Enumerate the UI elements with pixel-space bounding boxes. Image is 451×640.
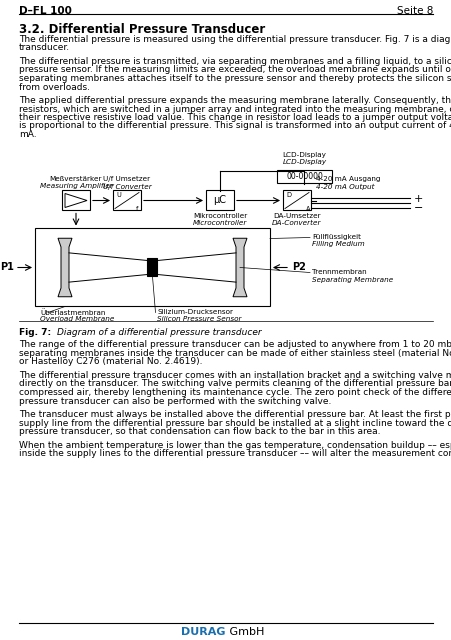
Text: The differential pressure is transmitted, via separating membranes and a filling: The differential pressure is transmitted… — [19, 57, 451, 66]
Text: transducer.: transducer. — [19, 44, 70, 52]
Text: Mikrocontroller: Mikrocontroller — [193, 214, 247, 220]
Text: separating membranes attaches itself to the pressure sensor and thereby protects: separating membranes attaches itself to … — [19, 74, 451, 83]
Text: The differential pressure transducer comes with an installation bracket and a sw: The differential pressure transducer com… — [19, 371, 451, 380]
Polygon shape — [58, 238, 72, 297]
Text: Fig. 7:: Fig. 7: — [19, 328, 51, 337]
Text: Microcontroller: Microcontroller — [193, 220, 247, 226]
Text: Measuring Amplifier: Measuring Amplifier — [40, 184, 112, 189]
Text: Separating Membrane: Separating Membrane — [311, 276, 392, 283]
Text: U/f Umsetzer: U/f Umsetzer — [103, 177, 150, 182]
Text: 3.2. Differential Pressure Transducer: 3.2. Differential Pressure Transducer — [19, 23, 265, 36]
Text: separating membranes inside the transducer can be made of either stainless steel: separating membranes inside the transduc… — [19, 349, 451, 358]
Text: their respective resistive load value. This change in resistor load leads to a j: their respective resistive load value. T… — [19, 113, 451, 122]
Text: D–FL 100: D–FL 100 — [19, 6, 72, 16]
Text: 00-00000: 00-00000 — [285, 173, 322, 182]
Text: Überlastmembran: Überlastmembran — [40, 310, 105, 316]
Text: mA.: mA. — [19, 130, 37, 139]
Text: 4-20 mA Output: 4-20 mA Output — [315, 184, 374, 189]
Polygon shape — [232, 238, 246, 297]
Bar — [147, 259, 157, 276]
Text: Silicon Pressure Sensor: Silicon Pressure Sensor — [157, 317, 241, 323]
Text: resistors, which are switched in a jumper array and integrated into the measurin: resistors, which are switched in a jumpe… — [19, 104, 451, 113]
Text: DA-Converter: DA-Converter — [272, 220, 321, 226]
Text: pressure sensor. If the measuring limits are exceeded, the overload membrane exp: pressure sensor. If the measuring limits… — [19, 65, 451, 74]
Text: The range of the differential pressure transducer can be adjusted to anywhere fr: The range of the differential pressure t… — [19, 340, 451, 349]
Bar — [62, 191, 90, 211]
Text: Meßverstärker: Meßverstärker — [50, 177, 102, 182]
Text: compressed air, thereby lengthening its maintenance cycle. The zero point check : compressed air, thereby lengthening its … — [19, 388, 451, 397]
Text: pressure transducer can also be performed with the switching valve.: pressure transducer can also be performe… — [19, 397, 331, 406]
Text: Trennmembran: Trennmembran — [311, 269, 366, 275]
Bar — [206, 191, 234, 211]
Text: GmbH: GmbH — [226, 627, 264, 637]
Text: D: D — [285, 193, 290, 198]
Text: Overload Membrane: Overload Membrane — [40, 317, 114, 323]
Text: μC: μC — [213, 195, 226, 205]
Text: When the ambient temperature is lower than the gas temperature, condensation bui: When the ambient temperature is lower th… — [19, 440, 451, 449]
Text: is proportional to the differential pressure. This signal is transformed into an: is proportional to the differential pres… — [19, 122, 451, 131]
Bar — [35, 228, 269, 307]
Text: The applied differential pressure expands the measuring membrane laterally. Cons: The applied differential pressure expand… — [19, 96, 451, 105]
Text: pressure transducer, so that condensation can flow back to the bar in this area.: pressure transducer, so that condensatio… — [19, 427, 380, 436]
Text: inside the supply lines to the differential pressure transducer –– will alter th: inside the supply lines to the different… — [19, 449, 451, 458]
Text: LCD-Display: LCD-Display — [282, 159, 326, 165]
Bar — [113, 191, 141, 211]
Text: The transducer must always be installed above the differential pressure bar. At : The transducer must always be installed … — [19, 410, 451, 419]
Text: Füllflüssigkeit: Füllflüssigkeit — [311, 234, 360, 241]
Text: Filling Medium: Filling Medium — [311, 241, 364, 248]
Text: P1: P1 — [0, 262, 14, 273]
Polygon shape — [65, 193, 87, 207]
Text: LCD-Display: LCD-Display — [282, 152, 326, 159]
Bar — [282, 191, 310, 211]
Text: or Hastelloy C276 (material No. 2.4619).: or Hastelloy C276 (material No. 2.4619). — [19, 358, 202, 367]
Text: The differential pressure is measured using the differential pressure transducer: The differential pressure is measured us… — [19, 35, 451, 44]
Text: Diagram of a differential pressure transducer: Diagram of a differential pressure trans… — [57, 328, 261, 337]
Text: −: − — [413, 204, 423, 214]
Text: DA-Umsetzer: DA-Umsetzer — [272, 214, 320, 220]
Text: U/f Converter: U/f Converter — [102, 184, 151, 189]
Text: directly on the transducer. The switching valve permits cleaning of the differen: directly on the transducer. The switchin… — [19, 380, 451, 388]
Text: U: U — [116, 193, 120, 198]
Text: DURAG: DURAG — [181, 627, 226, 637]
Text: Silizium-Drucksensor: Silizium-Drucksensor — [157, 310, 233, 316]
Text: f: f — [136, 207, 138, 212]
Text: supply line from the differential pressure bar should be installed at a slight i: supply line from the differential pressu… — [19, 419, 451, 428]
Text: A: A — [305, 207, 310, 212]
Text: +: + — [413, 195, 423, 205]
Bar — [276, 170, 331, 184]
Text: Seite 8: Seite 8 — [396, 6, 432, 16]
Text: from overloads.: from overloads. — [19, 83, 90, 92]
Text: P2: P2 — [291, 262, 305, 273]
Text: 4-20 mA Ausgang: 4-20 mA Ausgang — [315, 177, 380, 182]
